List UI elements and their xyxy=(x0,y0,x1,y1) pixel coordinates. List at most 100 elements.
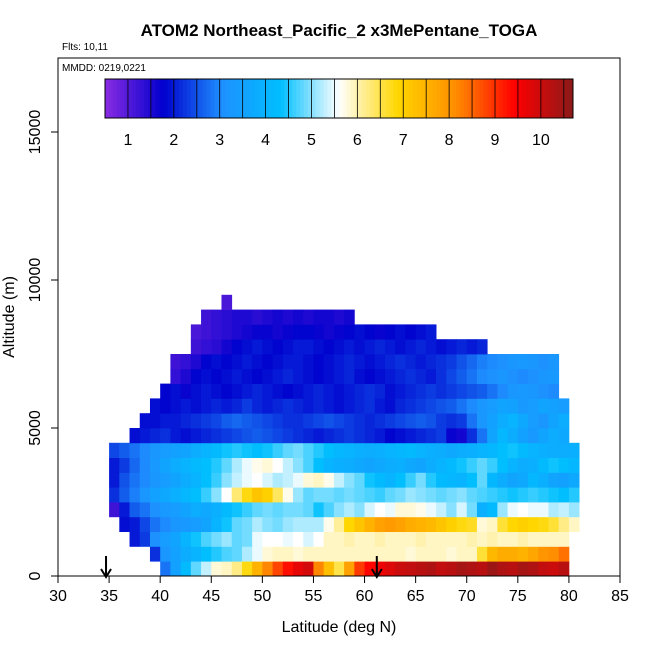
heatmap-cell xyxy=(517,442,529,458)
heatmap-cell xyxy=(548,561,560,577)
heatmap-cell xyxy=(303,457,314,473)
colorbar-segment xyxy=(366,79,371,118)
heatmap-cell xyxy=(425,546,437,562)
heatmap-cell xyxy=(221,413,233,429)
x-tick-label: 55 xyxy=(305,588,323,605)
heatmap-cell xyxy=(180,472,192,488)
heatmap-cell xyxy=(323,368,335,384)
heatmap-cell xyxy=(190,502,202,518)
heatmap-cell xyxy=(456,502,468,518)
heatmap-cell xyxy=(436,383,447,399)
heatmap-cell xyxy=(425,339,437,355)
heatmap-cell xyxy=(303,324,314,340)
heatmap-cell xyxy=(476,546,488,562)
heatmap-cell xyxy=(415,368,427,384)
heatmap-cell xyxy=(344,472,355,488)
heatmap-cell xyxy=(201,368,212,384)
heatmap-cell xyxy=(538,561,549,577)
heatmap-cell xyxy=(405,428,417,444)
heatmap-cell xyxy=(364,487,376,503)
colorbar-segment xyxy=(557,79,562,118)
heatmap-cell xyxy=(180,413,192,429)
heatmap-cell xyxy=(313,531,325,547)
heatmap-cell xyxy=(180,516,192,532)
heatmap-cell xyxy=(568,516,580,532)
heatmap-cell xyxy=(170,354,182,370)
heatmap-cell xyxy=(354,561,365,577)
heatmap-cell xyxy=(374,413,386,429)
heatmap-cell xyxy=(293,324,304,340)
heatmap-cell xyxy=(344,516,355,532)
heatmap-cell xyxy=(466,354,478,370)
heatmap-cell xyxy=(211,457,222,473)
colorbar-segment xyxy=(132,79,137,118)
heatmap-cell xyxy=(323,398,335,414)
heatmap-cell xyxy=(139,428,151,444)
heatmap-cell xyxy=(344,561,355,577)
heatmap-cell xyxy=(364,502,376,518)
heatmap-cell xyxy=(425,561,437,577)
colorbar-segment xyxy=(218,79,223,118)
flights-note: Flts: 10,11 xyxy=(62,42,108,53)
x-tick-label: 40 xyxy=(151,588,169,605)
heatmap-cell xyxy=(364,383,376,399)
colorbar-segment xyxy=(467,79,473,118)
heatmap-cell xyxy=(211,339,222,355)
y-tick-label: 5000 xyxy=(27,410,44,446)
y-axis: 0 5000 10000 15000 xyxy=(27,110,58,580)
colorbar-segment xyxy=(459,79,465,118)
heatmap-cell xyxy=(241,516,253,532)
colorbar-segment xyxy=(210,79,215,118)
heatmap-cell xyxy=(201,457,212,473)
heatmap-cell xyxy=(425,457,437,473)
heatmap-cell xyxy=(160,546,171,562)
heatmap-cell xyxy=(446,368,457,384)
x-tick-label: 70 xyxy=(458,588,476,605)
heatmap-cell xyxy=(517,561,529,577)
heatmap-cell xyxy=(425,368,437,384)
heatmap-cell xyxy=(252,383,263,399)
heatmap-cell xyxy=(313,398,325,414)
heatmap-cell xyxy=(344,442,355,458)
heatmap-cell xyxy=(415,516,427,532)
heatmap-cell xyxy=(487,502,498,518)
heatmap-cell xyxy=(384,428,396,444)
heatmap-cell xyxy=(190,413,202,429)
heatmap-cell xyxy=(476,472,488,488)
heatmap-cells xyxy=(109,294,580,577)
heatmap-cell xyxy=(149,413,161,429)
colorbar-frame xyxy=(104,78,574,119)
heatmap-cell xyxy=(538,383,549,399)
colorbar-segment xyxy=(136,79,141,118)
colorbar-segment xyxy=(335,79,340,118)
heatmap-cell xyxy=(497,398,508,414)
heatmap-cell xyxy=(241,561,253,577)
colorbar-segment xyxy=(537,79,543,118)
heatmap-cell xyxy=(517,368,529,384)
heatmap-cell xyxy=(425,324,437,340)
heatmap-cell xyxy=(538,502,549,518)
heatmap-cell xyxy=(374,442,386,458)
heatmap-cell xyxy=(384,398,396,414)
heatmap-cell xyxy=(190,546,202,562)
heatmap-cell xyxy=(303,383,314,399)
heatmap-cell xyxy=(231,324,243,340)
x-axis: 30 35 40 45 50 55 60 65 70 75 80 85 xyxy=(49,576,629,605)
heatmap-cell xyxy=(139,516,151,532)
heatmap-cell xyxy=(354,354,365,370)
heatmap-cell xyxy=(517,487,529,503)
colorbar-segment xyxy=(202,79,207,118)
heatmap-cell xyxy=(528,502,539,518)
heatmap-cell xyxy=(538,487,549,503)
heatmap-cell xyxy=(395,472,406,488)
heatmap-cell xyxy=(517,457,529,473)
heatmap-cell xyxy=(180,487,192,503)
heatmap-cell xyxy=(323,457,335,473)
heatmap-cell xyxy=(466,383,478,399)
colorbar-segment xyxy=(144,79,149,118)
heatmap-cell xyxy=(456,546,468,562)
colorbar-segment xyxy=(510,79,515,118)
heatmap-cell xyxy=(231,442,243,458)
heatmap-cell xyxy=(129,457,141,473)
heatmap-cell xyxy=(231,309,243,325)
